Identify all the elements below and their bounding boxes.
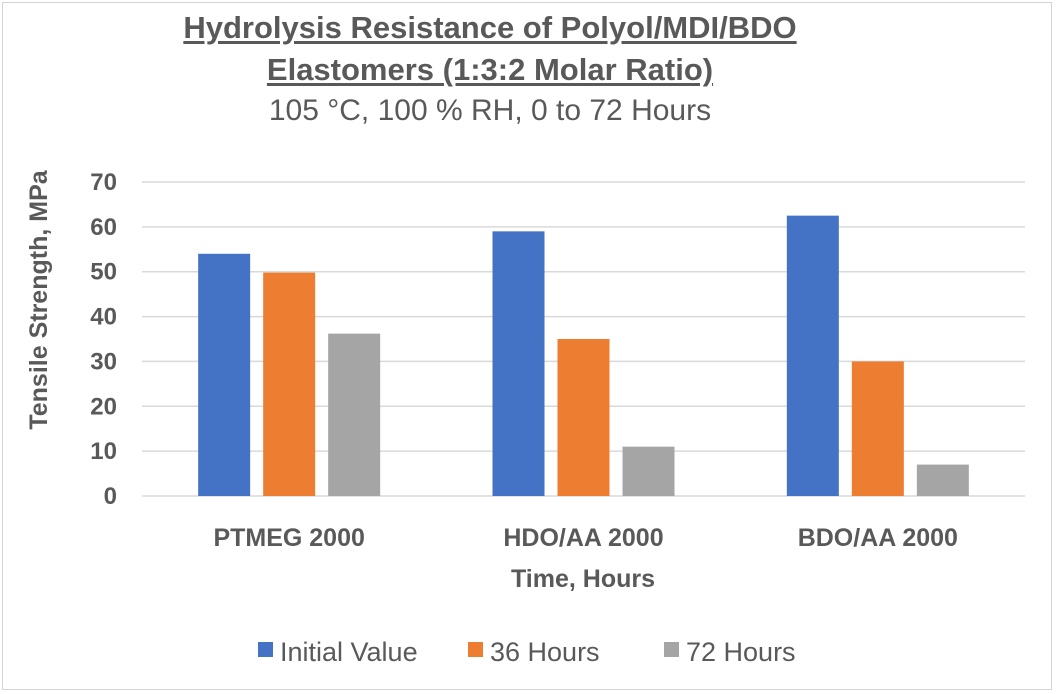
legend-label: Initial Value bbox=[280, 637, 418, 667]
y-tick-label: 40 bbox=[90, 304, 117, 331]
bar bbox=[557, 339, 610, 496]
legend-swatch bbox=[258, 642, 273, 657]
bar bbox=[328, 333, 381, 496]
legend-label: 36 Hours bbox=[490, 637, 600, 667]
bar bbox=[851, 361, 904, 496]
bar bbox=[198, 253, 251, 496]
chart-title-line2: Elastomers (1:3:2 Molar Ratio) bbox=[266, 52, 714, 87]
bar bbox=[492, 231, 545, 497]
bars bbox=[198, 215, 969, 497]
y-tick-label: 20 bbox=[90, 393, 117, 420]
y-tick-label: 70 bbox=[90, 169, 117, 196]
y-tick-label: 10 bbox=[90, 438, 117, 465]
legend-label: 72 Hours bbox=[686, 637, 796, 667]
legend-swatch bbox=[468, 642, 483, 657]
category-label: PTMEG 2000 bbox=[213, 524, 364, 552]
category-label: HDO/AA 2000 bbox=[503, 524, 663, 552]
y-tick-labels: 0 10 20 30 40 50 60 70 bbox=[90, 169, 117, 510]
legend-swatch bbox=[664, 642, 679, 657]
y-tick-label: 30 bbox=[90, 348, 117, 375]
legend: Initial Value 36 Hours 72 Hours bbox=[258, 637, 796, 667]
y-tick-label: 50 bbox=[90, 259, 117, 286]
category-labels: PTMEG 2000 HDO/AA 2000 BDO/AA 2000 bbox=[213, 524, 958, 552]
bar bbox=[263, 272, 316, 496]
y-tick-label: 60 bbox=[90, 214, 117, 241]
y-axis-title: Tensile Strength, MPa bbox=[25, 169, 53, 429]
bar bbox=[786, 215, 839, 496]
chart-subtitle: 105 °C, 100 % RH, 0 to 72 Hours bbox=[268, 94, 712, 127]
bar bbox=[916, 464, 969, 496]
y-tick-label: 0 bbox=[104, 483, 117, 510]
x-axis-title: Time, Hours bbox=[511, 565, 655, 593]
category-label: BDO/AA 2000 bbox=[798, 524, 958, 552]
chart-title-line1: Hydrolysis Resistance of Polyol/MDI/BDO bbox=[183, 10, 797, 45]
bar bbox=[622, 446, 675, 496]
